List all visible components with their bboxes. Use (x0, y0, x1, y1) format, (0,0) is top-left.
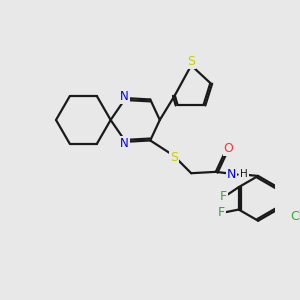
Text: O: O (224, 142, 234, 154)
Text: N: N (227, 167, 236, 181)
Text: Cl: Cl (290, 210, 300, 223)
Text: S: S (187, 55, 195, 68)
Text: H: H (240, 169, 248, 179)
Text: N: N (120, 90, 129, 103)
Text: F: F (218, 206, 224, 219)
Text: N: N (120, 137, 129, 150)
Text: S: S (170, 151, 178, 164)
Text: F: F (220, 190, 227, 203)
